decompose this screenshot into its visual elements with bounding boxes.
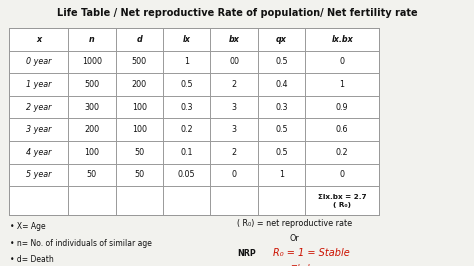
Text: 0.5: 0.5 [275,57,288,66]
Text: Or: Or [289,234,299,243]
Text: 0.1: 0.1 [181,148,193,157]
Text: 2 year: 2 year [26,103,51,111]
Text: • d= Death: • d= Death [10,255,54,264]
Text: 500: 500 [132,57,147,66]
Text: 0: 0 [231,171,237,179]
Text: d: d [137,35,142,44]
Text: 5 year: 5 year [26,171,51,179]
Text: 0 year: 0 year [26,57,51,66]
Text: n: n [89,35,95,44]
Text: 0.2: 0.2 [180,125,193,134]
Text: 0.5: 0.5 [180,80,193,89]
Text: 0.5: 0.5 [275,148,288,157]
Text: Life Table / Net reproductive Rate of population/ Net fertility rate: Life Table / Net reproductive Rate of po… [57,8,417,18]
Text: 1: 1 [184,57,189,66]
Text: 50: 50 [87,171,97,179]
Text: • X= Age: • X= Age [10,222,46,231]
Text: 300: 300 [84,103,100,111]
Text: 0.5: 0.5 [275,125,288,134]
Text: • n= No. of individuals of similar age: • n= No. of individuals of similar age [10,239,152,248]
Text: 0.3: 0.3 [275,103,288,111]
Text: lx: lx [182,35,191,44]
Text: 2: 2 [231,80,237,89]
Text: = ∑lx.bx: = ∑lx.bx [282,263,318,266]
Text: qx: qx [276,35,287,44]
Text: 50: 50 [134,171,145,179]
Text: Σlx.bx = 2.7
( R₀): Σlx.bx = 2.7 ( R₀) [318,194,366,207]
Text: ( R₀) = net reproductive rate: ( R₀) = net reproductive rate [237,219,352,228]
Text: 00: 00 [229,57,239,66]
Text: 0.4: 0.4 [275,80,288,89]
Text: 100: 100 [84,148,100,157]
Text: 1 year: 1 year [26,80,51,89]
Text: NRP: NRP [237,249,256,258]
Text: 0.6: 0.6 [336,125,348,134]
Text: 1: 1 [279,171,284,179]
Text: 0: 0 [340,57,345,66]
Text: 3: 3 [231,125,237,134]
Text: 0.9: 0.9 [336,103,348,111]
Text: 1000: 1000 [82,57,102,66]
Text: bx: bx [228,35,239,44]
Text: 1: 1 [340,80,345,89]
Text: 0: 0 [340,171,345,179]
Text: 0.2: 0.2 [336,148,348,157]
Text: 50: 50 [134,148,145,157]
Text: x: x [36,35,41,44]
Text: 200: 200 [132,80,147,89]
Text: 200: 200 [84,125,100,134]
Text: 100: 100 [132,103,147,111]
Text: 4 year: 4 year [26,148,51,157]
Text: 3: 3 [231,103,237,111]
Text: 500: 500 [84,80,100,89]
Text: 100: 100 [132,125,147,134]
Bar [9,28,379,215]
Text: 0.05: 0.05 [178,171,195,179]
Text: 2: 2 [231,148,237,157]
Text: R₀ = 1 = Stable: R₀ = 1 = Stable [273,248,349,258]
Text: 3 year: 3 year [26,125,51,134]
Text: lx.bx: lx.bx [331,35,353,44]
Text: 0.3: 0.3 [181,103,193,111]
